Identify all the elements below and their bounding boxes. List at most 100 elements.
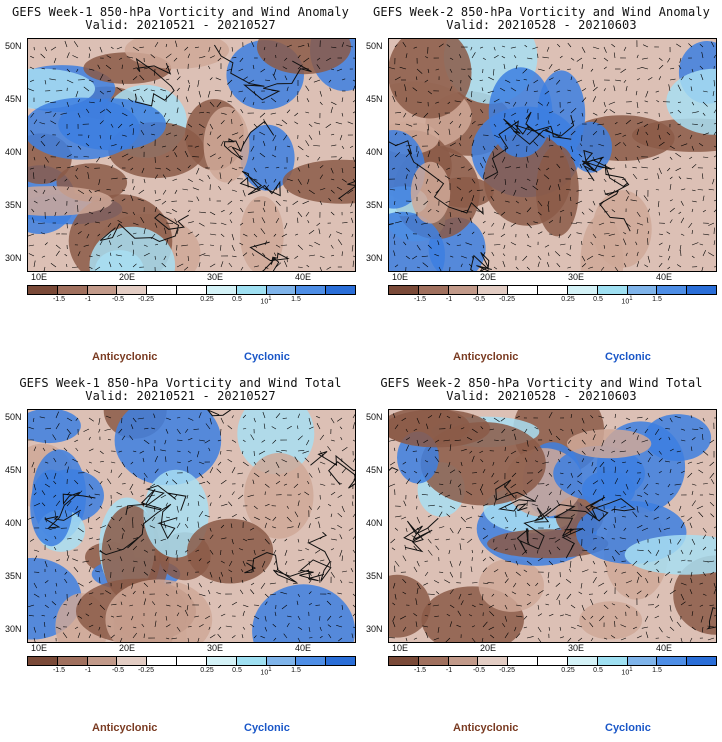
- wind-vector: [328, 198, 332, 202]
- wind-vector: [636, 78, 640, 81]
- vorticity-map: [388, 409, 717, 643]
- wind-vector: [526, 479, 533, 485]
- wind-vector: [347, 121, 354, 125]
- vorticity-area: [389, 574, 431, 638]
- wind-vector: [264, 240, 267, 246]
- wind-vector: [401, 469, 407, 474]
- wind-vector: [548, 537, 556, 540]
- wind-vector: [330, 254, 335, 257]
- wind-vector: [449, 444, 452, 452]
- wind-vector: [272, 73, 277, 81]
- wind-vector: [623, 79, 627, 83]
- wind-vector: [151, 568, 156, 573]
- wind-vector: [119, 626, 123, 631]
- wind-vector: [510, 46, 517, 49]
- wind-vector: [44, 199, 50, 202]
- wind-vector: [253, 450, 255, 457]
- wind-vector: [260, 228, 266, 235]
- wind-vector: [262, 252, 266, 257]
- wind-vector: [41, 68, 46, 70]
- wind-vector: [502, 260, 506, 268]
- wind-vector: [548, 145, 554, 147]
- wind-vector: [438, 222, 446, 227]
- wind-vector: [625, 604, 630, 609]
- wind-vector: [117, 219, 123, 224]
- wind-vector: [654, 560, 660, 565]
- wind-vector: [154, 206, 157, 213]
- wind-vector: [264, 166, 269, 169]
- wind-vector: [154, 174, 158, 180]
- wind-vector: [614, 516, 616, 523]
- wind-vector: [658, 417, 663, 422]
- wind-vector: [590, 598, 594, 606]
- wind-vector: [625, 189, 630, 195]
- wind-vector: [402, 578, 407, 584]
- wind-vector: [702, 195, 705, 202]
- wind-vector: [422, 262, 429, 268]
- wind-vector: [231, 46, 233, 52]
- colorbar-tick: -1.5: [413, 667, 427, 674]
- wind-vector: [106, 189, 112, 191]
- wind-vector: [460, 166, 465, 169]
- wind-vector: [198, 582, 202, 588]
- wind-vector: [636, 635, 642, 639]
- wind-vector: [99, 604, 106, 610]
- coastline: [206, 410, 232, 417]
- wind-vector: [404, 183, 407, 191]
- wind-vector: [284, 75, 288, 81]
- wind-vector: [636, 505, 639, 513]
- wind-vector: [655, 549, 660, 556]
- wind-vector: [44, 79, 47, 85]
- vorticity-area: [624, 534, 716, 575]
- wind-vector: [253, 187, 259, 191]
- wind-vector: [481, 87, 484, 92]
- wind-vector: [493, 123, 497, 127]
- wind-vector: [338, 197, 343, 202]
- wind-vector: [308, 417, 312, 425]
- wind-vector: [194, 145, 200, 148]
- wind-vector: [547, 450, 550, 457]
- coastline: [43, 491, 96, 529]
- wind-vector: [712, 178, 715, 185]
- wind-vector: [88, 527, 93, 529]
- wind-vector: [121, 527, 126, 532]
- wind-vector: [196, 167, 200, 175]
- wind-vector: [581, 240, 583, 246]
- wind-vector: [456, 244, 462, 246]
- wind-vector: [139, 74, 145, 81]
- wind-vector: [713, 167, 716, 169]
- wind-vector: [119, 637, 123, 642]
- wind-vector: [209, 534, 214, 540]
- wind-vector: [198, 133, 203, 136]
- wind-vector: [710, 513, 715, 518]
- vorticity-area: [203, 106, 250, 183]
- vorticity-area: [389, 211, 445, 271]
- wind-vector: [449, 120, 454, 125]
- wind-vector: [647, 571, 652, 573]
- wind-vector: [328, 233, 332, 238]
- wind-vector: [341, 555, 343, 562]
- wind-vector: [352, 100, 355, 103]
- wind-vector: [534, 446, 539, 452]
- wind-vector: [393, 200, 396, 205]
- wind-vector: [666, 636, 671, 639]
- wind-vector: [77, 205, 79, 213]
- wind-vector: [50, 178, 57, 183]
- wind-vector: [493, 569, 499, 573]
- wind-vector: [328, 79, 332, 83]
- wind-vector: [702, 527, 707, 533]
- wind-vector: [330, 439, 335, 442]
- wind-vector: [691, 230, 693, 235]
- wind-vector: [471, 139, 475, 147]
- wind-vector: [55, 582, 58, 587]
- wind-vector: [680, 637, 683, 642]
- lat-label: 50N: [5, 41, 22, 51]
- wind-vector: [641, 67, 649, 70]
- wind-vector: [702, 209, 706, 213]
- wind-vector: [118, 516, 123, 522]
- wind-vector: [66, 186, 70, 191]
- wind-vector: [427, 538, 432, 544]
- wind-vector: [351, 233, 354, 238]
- wind-vector: [220, 222, 227, 226]
- wind-vector: [286, 109, 291, 114]
